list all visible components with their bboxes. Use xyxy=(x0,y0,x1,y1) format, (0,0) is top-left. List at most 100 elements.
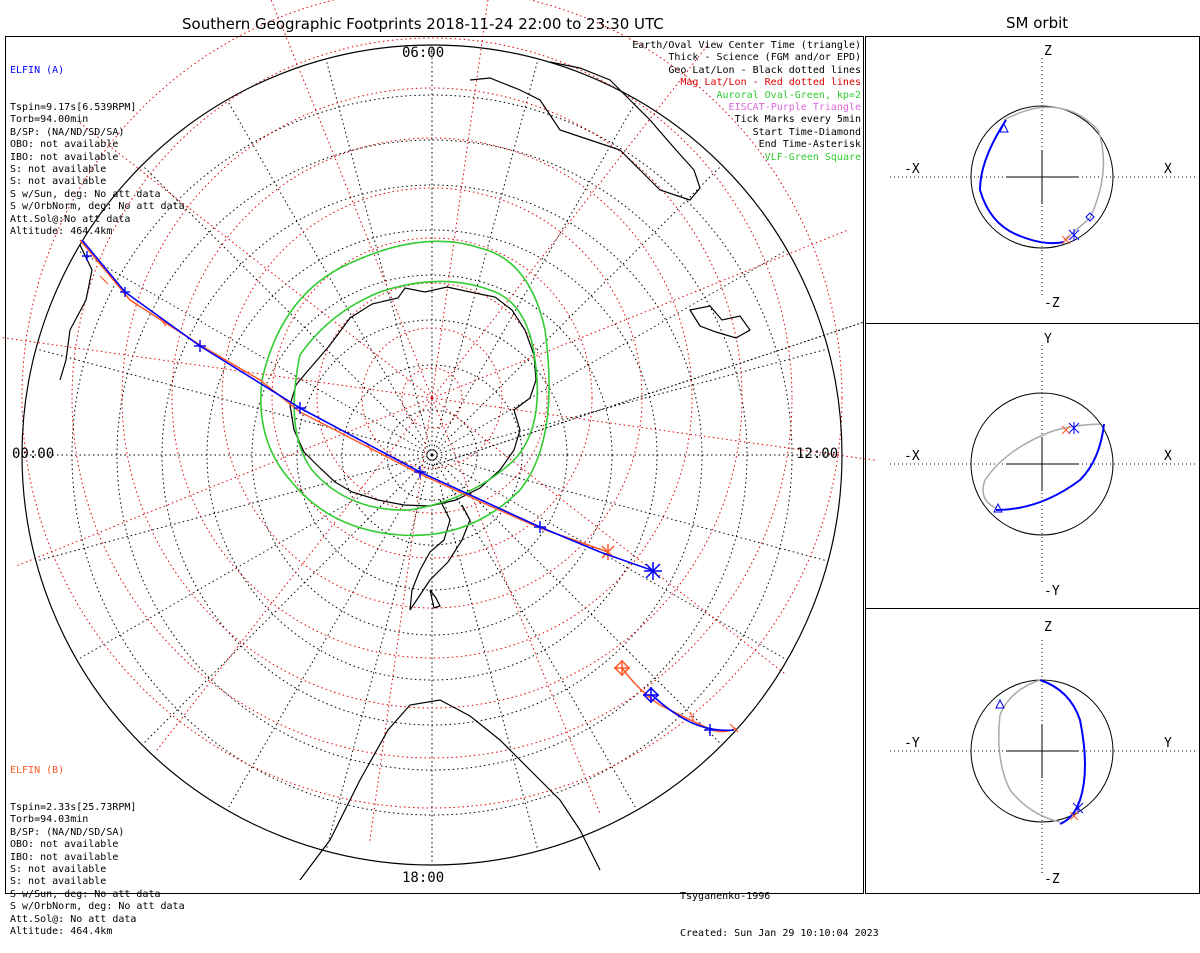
probe-b-info-line: B/SP: (NA/ND/SD/SA) xyxy=(10,826,125,838)
africa-coast xyxy=(469,61,701,201)
panel1-bottom-label: -Z xyxy=(1044,296,1060,311)
mag-lon-line xyxy=(0,336,433,399)
panel1-right-label: X xyxy=(1164,162,1172,177)
probe-b-info-line: Altitude: 464.4km xyxy=(10,926,113,938)
probe-b-info: ELFIN (B) Tspin=2.33s[25.73RPM] Torb=94.0… xyxy=(10,740,185,951)
probe-a-info-line: Tspin=9.17s[6.539RPM] xyxy=(10,102,137,114)
antarctica-coast xyxy=(289,286,537,507)
probe-a-info-line: S w/Sun, deg: No att data xyxy=(10,188,161,200)
new-zealand-coast xyxy=(59,244,93,381)
probe-b-info-line: IBO: not available xyxy=(10,851,119,863)
clock-label-top: 06:00 xyxy=(402,45,445,61)
probe-b-start-diamond xyxy=(613,659,631,677)
mag-lon-line xyxy=(154,397,433,753)
auroral-oval-outer xyxy=(260,240,550,537)
mag-lon-line xyxy=(77,120,433,399)
geo-lon-line xyxy=(76,249,433,456)
probe-a-info-line: S w/OrbNorm, deg: No att data xyxy=(10,201,185,213)
mag-lat-circle xyxy=(221,187,643,609)
legend-entry: Auroral Oval-Green, kp=2 xyxy=(716,89,862,101)
legend-entry: EISCAT-Purple Triangle xyxy=(728,102,861,114)
panel3-right-label: Y xyxy=(1164,736,1172,751)
sm-orbit-panel-xz xyxy=(890,58,1195,298)
probe-a-start-diamond xyxy=(642,686,660,704)
mag-lat-circle xyxy=(271,237,593,559)
sm-orbit-panel-xy xyxy=(890,345,1195,585)
geo-lon-line xyxy=(431,348,829,456)
mag-lon-line xyxy=(270,0,433,399)
geo-lon-line xyxy=(431,99,638,456)
probe-b-info-line: Torb=94.03min xyxy=(10,814,89,826)
probe-b-info-line: S w/Sun, deg: No att data xyxy=(10,888,161,900)
mag-lat-circle xyxy=(361,327,503,469)
geo-lon-line xyxy=(431,454,788,661)
probe-b-info-line: S: not available xyxy=(10,864,107,876)
legend-entry: Geo Lat/Lon - Black dotted lines xyxy=(668,64,861,76)
legend-entry: Tick Marks every 5min xyxy=(734,114,861,126)
probe-a-info-line: B/SP: (NA/ND/SD/SA) xyxy=(10,126,125,138)
mag-lon-lines xyxy=(0,0,878,844)
sm-orbit-title: SM orbit xyxy=(1006,14,1069,32)
panel2-right-label: X xyxy=(1164,449,1172,464)
probe-a-info: ELFIN (A) Tspin=9.17s[6.539RPM] Torb=94.0… xyxy=(10,40,185,251)
mag-lon-line xyxy=(431,228,850,399)
mag-lat-circle xyxy=(71,37,793,759)
probe-b-info-line: S w/OrbNorm, deg: No att data xyxy=(10,901,185,913)
south-america-coast xyxy=(299,699,601,881)
panel1-left-label: -X xyxy=(904,162,920,177)
figure-canvas xyxy=(0,0,1200,894)
legend-entry: Earth/Oval View Center Time (triangle) xyxy=(632,40,861,51)
probe-b-track xyxy=(79,239,739,733)
geo-lon-line xyxy=(431,454,638,811)
geo-lon-line xyxy=(141,454,433,746)
mag-lat-circle xyxy=(21,0,843,809)
probe-a-info-line: S: not available xyxy=(10,164,107,176)
legend: Earth/Oval View Center Time (triangle) Th… xyxy=(632,40,861,164)
legend-entry: End Time-Asterisk xyxy=(758,139,861,151)
mag-lon-line xyxy=(368,397,433,844)
panel3-top-label: Z xyxy=(1044,620,1052,635)
legend-entry: VLF-Green Square xyxy=(764,151,861,163)
panel2-bottom-label: -Y xyxy=(1044,584,1060,599)
panel1-top-label: Z xyxy=(1044,44,1052,59)
panel2-left-label: -X xyxy=(904,449,920,464)
mag-lon-line xyxy=(431,0,489,399)
probe-b-info-line: OBO: not available xyxy=(10,839,119,851)
probe-b-info-line: Tspin=2.33s[25.73RPM] xyxy=(10,802,137,814)
geo-lon-line xyxy=(431,454,723,746)
madagascar-coast xyxy=(429,589,441,609)
probe-b-info-line: Att.Sol@: No att data xyxy=(10,913,137,925)
clock-label-bottom: 18:00 xyxy=(402,870,445,886)
mag-lon-line xyxy=(431,397,787,676)
probe-a-info-line: Att.Sol@:No att data xyxy=(10,213,131,225)
probe-a-info-line: IBO: not available xyxy=(10,151,119,163)
probe-b-name: ELFIN (B) xyxy=(10,764,65,776)
probe-a-info-line: S: not available xyxy=(10,176,107,188)
coastlines xyxy=(59,61,751,881)
polar-map xyxy=(0,0,878,881)
geo-lon-line xyxy=(76,454,433,661)
footer: Tsyganenko-1996 Created: Sun Jan 29 10:1… xyxy=(680,866,879,953)
panel2-top-label: Y xyxy=(1044,332,1052,347)
mag-lat-circle xyxy=(171,137,693,659)
mag-lat-circles xyxy=(21,0,843,809)
geo-lon-line xyxy=(226,99,433,456)
legend-entry: Thick - Science (FGM and/or EPD) xyxy=(668,52,861,64)
geo-lon-line xyxy=(431,58,539,456)
auroral-oval-inner xyxy=(293,280,539,511)
clock-label-right: 12:00 xyxy=(796,446,839,462)
geo-lon-line xyxy=(325,58,433,456)
probe-a-info-line: Altitude: 464.4km xyxy=(10,226,113,238)
geo-lon-line xyxy=(431,249,788,456)
probe-a-track xyxy=(81,239,735,736)
probe-a-info-line: OBO: not available xyxy=(10,139,119,151)
probe-a-end-asterisk xyxy=(644,562,662,580)
legend-entry: Start Time-Diamond xyxy=(752,126,861,138)
main-plot-frame xyxy=(5,36,864,894)
view-center-line xyxy=(431,321,865,467)
geo-lon-line xyxy=(226,454,433,811)
mag-lat-circle xyxy=(121,87,743,709)
mag-lon-line xyxy=(431,397,878,462)
mag-lat-circle xyxy=(316,282,548,514)
model-label: Tsyganenko-1996 xyxy=(680,890,771,902)
